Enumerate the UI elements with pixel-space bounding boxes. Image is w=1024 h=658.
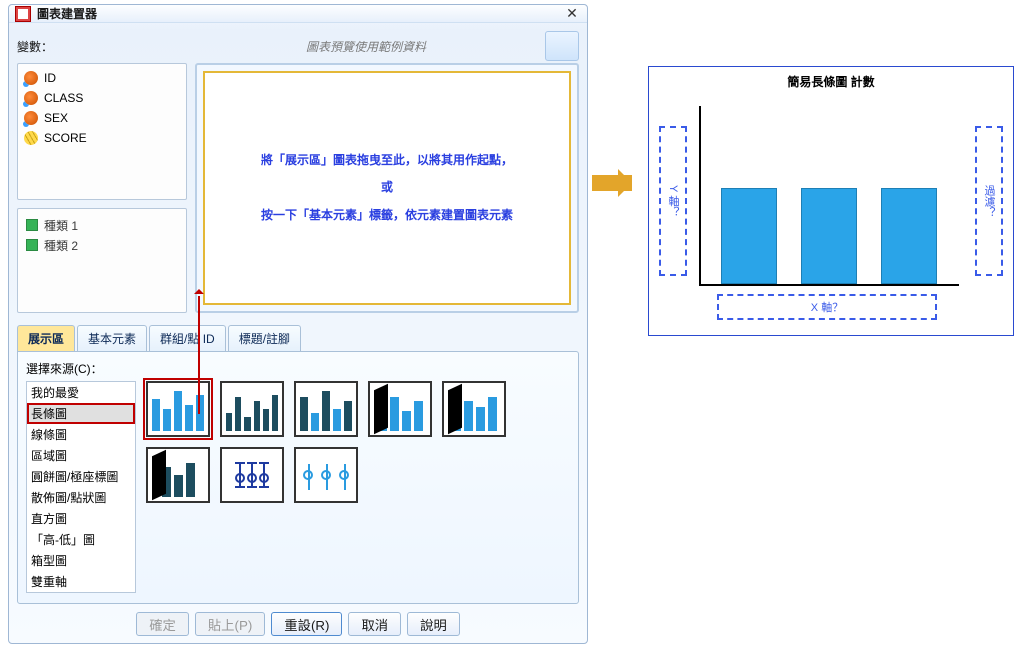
preview-plot bbox=[699, 106, 959, 286]
variable-name: SEX bbox=[44, 111, 68, 125]
source-option[interactable]: 圓餅圖/極座標圖 bbox=[27, 466, 135, 487]
variable-item[interactable]: SCORE bbox=[24, 128, 180, 148]
source-option[interactable]: 線條圖 bbox=[27, 424, 135, 445]
category-item[interactable]: 種類 2 bbox=[26, 235, 178, 255]
variables-label: 變數： bbox=[17, 38, 187, 55]
variable-list[interactable]: ID CLASS SEX SCORE bbox=[17, 63, 187, 200]
source-option[interactable]: 我的最愛 bbox=[27, 382, 135, 403]
chart-preview-panel: 簡易長條圖 計數 Y 軸？ 過濾？ X 軸？ bbox=[648, 66, 1014, 336]
category-label: 種類 1 bbox=[44, 217, 78, 234]
source-option[interactable]: 「高-低」圖 bbox=[27, 529, 135, 550]
variable-name: ID bbox=[44, 71, 56, 85]
source-option[interactable]: 直方圖 bbox=[27, 508, 135, 529]
chart-canvas-wrap: 將「展示區」圖表拖曳至此，以將其用作起點， 或 按一下「基本元素」標籤，依元素建… bbox=[195, 63, 579, 313]
titlebar: 圖表建置器 ✕ bbox=[9, 5, 587, 23]
category-label: 種類 2 bbox=[44, 237, 78, 254]
source-label: 選擇來源(C)： bbox=[26, 360, 570, 377]
source-option[interactable]: 長條圖 bbox=[27, 403, 135, 424]
cancel-button[interactable]: 取消 bbox=[348, 612, 401, 636]
paste-button[interactable]: 貼上(P) bbox=[195, 612, 265, 636]
gallery-thumb[interactable] bbox=[146, 447, 210, 503]
variable-name: CLASS bbox=[44, 91, 83, 105]
preview-bar bbox=[721, 188, 777, 284]
gallery-thumb[interactable] bbox=[146, 381, 210, 437]
category-swatch bbox=[26, 219, 38, 231]
canvas-hint-line: 按一下「基本元素」標籤，依元素建置圖表元素 bbox=[261, 202, 513, 230]
annotation-arrow-up-icon bbox=[198, 296, 200, 414]
tab-gallery[interactable]: 展示區 bbox=[17, 325, 75, 351]
source-option[interactable]: 雙重軸 bbox=[27, 571, 135, 592]
nominal-icon bbox=[24, 111, 38, 125]
variable-item[interactable]: CLASS bbox=[24, 88, 180, 108]
canvas-hint-line: 或 bbox=[381, 174, 393, 202]
gallery-thumb[interactable] bbox=[220, 381, 284, 437]
category-item[interactable]: 種類 1 bbox=[26, 215, 178, 235]
gallery-thumb[interactable] bbox=[368, 381, 432, 437]
gallery-thumb[interactable] bbox=[294, 381, 358, 437]
x-axis-drop[interactable]: X 軸？ bbox=[717, 294, 937, 320]
source-option[interactable]: 箱型圖 bbox=[27, 550, 135, 571]
source-option[interactable]: 散佈圖/點狀圖 bbox=[27, 487, 135, 508]
tab-strip: 展示區 基本元素 群組/點 ID 標題/註腳 bbox=[17, 325, 579, 351]
help-button[interactable]: 說明 bbox=[407, 612, 460, 636]
dialog-body: 變數： 圖表預覽使用範例資料 ID CLASS SEX bbox=[9, 23, 587, 646]
category-swatch bbox=[26, 239, 38, 251]
annotation-arrow-right-icon bbox=[592, 175, 632, 191]
scale-icon bbox=[21, 128, 40, 147]
gallery-thumb[interactable] bbox=[220, 447, 284, 503]
reset-button[interactable]: 重設(R) bbox=[271, 612, 342, 636]
filter-drop[interactable]: 過濾？ bbox=[975, 126, 1003, 276]
ok-button[interactable]: 確定 bbox=[136, 612, 189, 636]
tab-groups[interactable]: 群組/點 ID bbox=[149, 325, 226, 351]
y-axis-drop[interactable]: Y 軸？ bbox=[659, 126, 687, 276]
tab-titles[interactable]: 標題/註腳 bbox=[228, 325, 301, 351]
nominal-icon bbox=[24, 91, 38, 105]
dialog-button-row: 確定 貼上(P) 重設(R) 取消 說明 bbox=[17, 604, 579, 642]
chart-source-list[interactable]: 我的最愛 長條圖 線條圖 區域圖 圓餅圖/極座標圖 散佈圖/點狀圖 直方圖 「高… bbox=[26, 381, 136, 593]
preview-bar bbox=[801, 188, 857, 284]
preview-hint: 圖表預覽使用範例資料 bbox=[187, 38, 545, 55]
chart-drop-canvas[interactable]: 將「展示區」圖表拖曳至此，以將其用作起點， 或 按一下「基本元素」標籤，依元素建… bbox=[203, 71, 571, 305]
app-icon bbox=[15, 6, 31, 22]
tab-body-gallery: 選擇來源(C)： 我的最愛 長條圖 線條圖 區域圖 圓餅圖/極座標圖 散佈圖/點… bbox=[17, 351, 579, 604]
preview-bar bbox=[881, 188, 937, 284]
canvas-hint-line: 將「展示區」圖表拖曳至此，以將其用作起點， bbox=[261, 147, 513, 175]
nominal-icon bbox=[24, 71, 38, 85]
tab-elements[interactable]: 基本元素 bbox=[77, 325, 147, 351]
variable-item[interactable]: ID bbox=[24, 68, 180, 88]
close-icon[interactable]: ✕ bbox=[563, 6, 581, 22]
preview-toggle-button[interactable] bbox=[545, 31, 579, 61]
gallery-thumb[interactable] bbox=[294, 447, 358, 503]
chart-builder-dialog: 圖表建置器 ✕ 變數： 圖表預覽使用範例資料 ID CLASS bbox=[8, 4, 588, 644]
source-option[interactable]: 區域圖 bbox=[27, 445, 135, 466]
category-list[interactable]: 種類 1 種類 2 bbox=[17, 208, 187, 313]
preview-title: 簡易長條圖 計數 bbox=[649, 67, 1013, 96]
gallery-thumb[interactable] bbox=[442, 381, 506, 437]
dialog-title: 圖表建置器 bbox=[37, 5, 97, 22]
variable-name: SCORE bbox=[44, 131, 87, 145]
chart-gallery bbox=[146, 381, 570, 593]
variable-item[interactable]: SEX bbox=[24, 108, 180, 128]
